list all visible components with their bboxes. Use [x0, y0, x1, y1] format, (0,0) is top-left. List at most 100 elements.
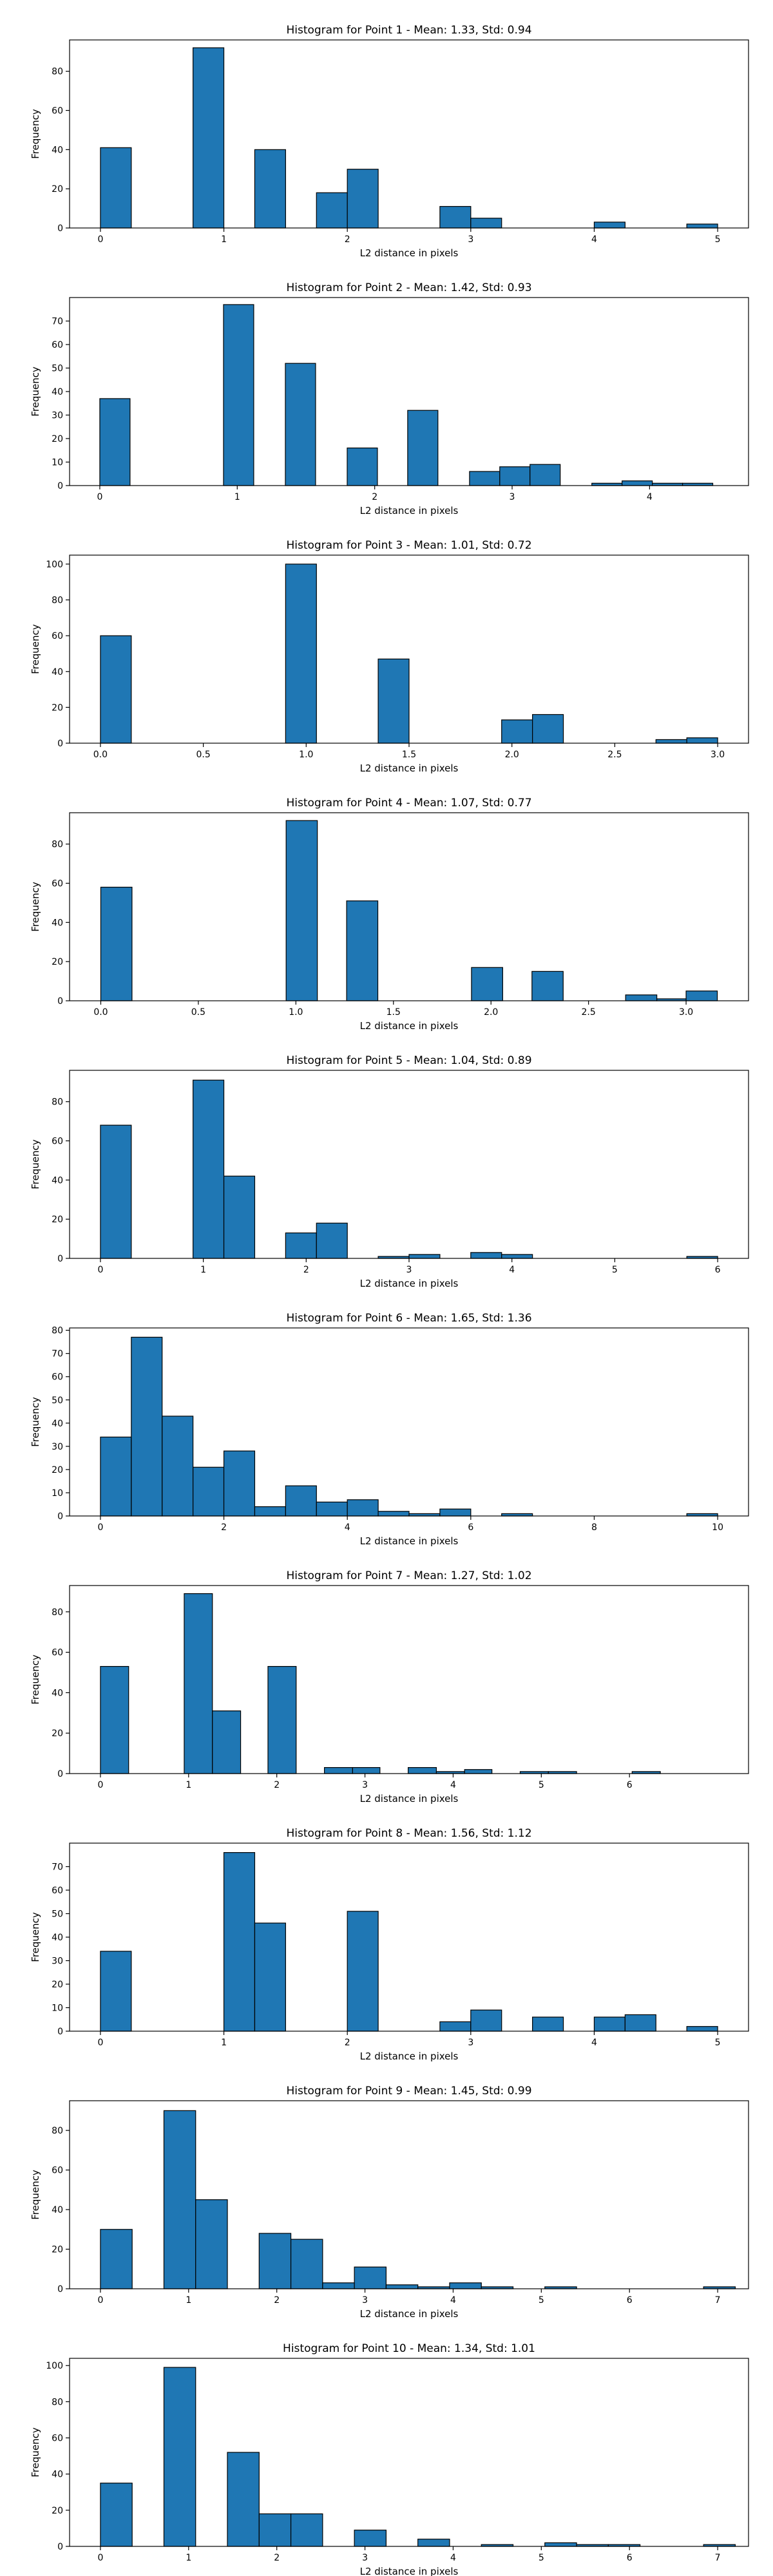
histogram-bar — [531, 971, 564, 1001]
histogram-bar — [285, 820, 318, 1001]
histogram-bar — [163, 2110, 196, 2289]
histogram-bar — [285, 1232, 317, 1259]
histogram-bar — [254, 1922, 286, 2032]
x-axis-label: L2 distance in pixels — [360, 1020, 459, 1032]
histogram-bar — [408, 1254, 441, 1259]
x-tick-label: 2.0 — [484, 1007, 498, 1018]
histogram-bar — [686, 223, 718, 229]
histogram-bar — [625, 994, 658, 1001]
x-tick-label: 5 — [612, 1265, 618, 1275]
y-tick-label: 20 — [52, 184, 63, 194]
histogram-bar — [464, 1769, 493, 1774]
x-tick-label: 2 — [345, 2038, 350, 2048]
chart-title: Histogram for Point 2 - Mean: 1.42, Std:… — [286, 281, 531, 294]
histogram-bar — [100, 147, 132, 229]
histogram-bar — [385, 2284, 419, 2289]
x-tick-label: 5 — [715, 2038, 721, 2048]
y-tick-label: 80 — [52, 67, 63, 77]
histogram-bar — [408, 1766, 437, 1774]
histogram-panel-9: Histogram for Point 9 - Mean: 1.45, Std:… — [30, 2085, 749, 2320]
x-tick-label: 3 — [510, 492, 515, 502]
x-tick-label: 5 — [539, 2295, 544, 2306]
x-tick-label: 0.0 — [93, 1007, 108, 1018]
x-tick-label: 1 — [200, 1265, 206, 1275]
histogram-bar — [347, 1911, 379, 2032]
y-tick-label: 20 — [52, 957, 63, 967]
y-tick-label: 60 — [52, 2166, 63, 2176]
x-tick-label: 4 — [591, 2038, 597, 2048]
y-tick-label: 0 — [57, 223, 63, 234]
x-tick-label: 3 — [468, 234, 473, 245]
histogram-bar — [439, 205, 472, 229]
y-tick-label: 0 — [57, 1254, 63, 1264]
x-tick-label: 2 — [274, 1780, 280, 1790]
histogram-panel-7: Histogram for Point 7 - Mean: 1.27, Std:… — [30, 1569, 749, 1804]
y-tick-label: 40 — [52, 918, 63, 928]
x-tick-label: 10 — [712, 1522, 723, 1533]
histogram-bar — [258, 2233, 292, 2289]
histogram-bar — [285, 363, 316, 486]
x-axis-label: L2 distance in pixels — [360, 505, 459, 516]
y-tick-label: 40 — [52, 1688, 63, 1698]
y-tick-label: 0 — [57, 2027, 63, 2037]
y-tick-label: 80 — [52, 840, 63, 850]
x-tick-label: 0.5 — [196, 750, 210, 760]
x-axis-label: L2 distance in pixels — [360, 762, 459, 774]
histogram-panel-1: Histogram for Point 1 - Mean: 1.33, Std:… — [30, 24, 749, 259]
x-tick-label: 3 — [406, 1265, 412, 1275]
histogram-bar — [316, 1501, 348, 1517]
chart-title: Histogram for Point 9 - Mean: 1.45, Std:… — [286, 2085, 531, 2098]
y-tick-label: 30 — [52, 411, 63, 421]
y-tick-label: 60 — [52, 340, 63, 350]
y-axis-label: Frequency — [30, 2427, 41, 2477]
x-tick-label: 4 — [647, 492, 653, 502]
histogram-bar — [285, 1485, 317, 1517]
histogram-bar — [501, 1254, 533, 1259]
x-tick-label: 4 — [450, 1780, 456, 1790]
histogram-bar — [347, 169, 379, 229]
histogram-bar — [195, 2199, 228, 2289]
x-tick-label: 4 — [450, 2295, 456, 2306]
x-tick-label: 1 — [234, 492, 240, 502]
histogram-bar — [100, 635, 132, 744]
histogram-bar — [100, 1951, 132, 2032]
histogram-bar — [439, 1508, 472, 1517]
x-tick-label: 2 — [274, 2295, 280, 2306]
x-tick-label: 5 — [715, 234, 721, 245]
histogram-bar — [377, 1511, 410, 1517]
x-tick-label: 4 — [345, 1522, 350, 1533]
y-tick-label: 60 — [52, 1372, 63, 1383]
x-axis-label: L2 distance in pixels — [360, 247, 459, 259]
chart-title: Histogram for Point 10 - Mean: 1.34, Std… — [283, 2342, 535, 2355]
histogram-bar — [254, 1506, 286, 1517]
x-tick-label: 0 — [97, 2295, 103, 2306]
y-tick-label: 60 — [52, 631, 63, 641]
histogram-bar — [499, 466, 531, 486]
x-tick-label: 1.5 — [402, 750, 416, 760]
histogram-bar — [354, 2530, 387, 2547]
plot-frame — [69, 1070, 749, 1259]
chart-title: Histogram for Point 8 - Mean: 1.56, Std:… — [286, 1827, 531, 1840]
x-tick-label: 2 — [372, 492, 377, 502]
histogram-bar — [223, 1175, 256, 1259]
histogram-bar — [258, 2513, 292, 2547]
histogram-bar — [532, 2016, 564, 2032]
y-axis-label: Frequency — [30, 1912, 41, 1962]
y-tick-label: 0 — [57, 996, 63, 1007]
x-axis-label: L2 distance in pixels — [360, 2308, 459, 2320]
x-tick-label: 3.0 — [679, 1007, 693, 1018]
y-tick-label: 60 — [52, 2434, 63, 2444]
y-tick-label: 20 — [52, 2506, 63, 2516]
x-axis-label: L2 distance in pixels — [360, 2050, 459, 2062]
y-tick-label: 0 — [57, 481, 63, 491]
histogram-bar — [193, 47, 225, 229]
x-tick-label: 0 — [97, 492, 102, 502]
x-tick-label: 0 — [97, 1265, 103, 1275]
x-tick-label: 3.0 — [711, 750, 725, 760]
x-tick-label: 3 — [362, 2295, 368, 2306]
x-tick-label: 0 — [97, 1780, 103, 1790]
x-tick-label: 4 — [509, 1265, 515, 1275]
histogram-bar — [346, 900, 379, 1001]
histogram-bar — [530, 464, 561, 486]
y-tick-label: 20 — [52, 434, 63, 444]
